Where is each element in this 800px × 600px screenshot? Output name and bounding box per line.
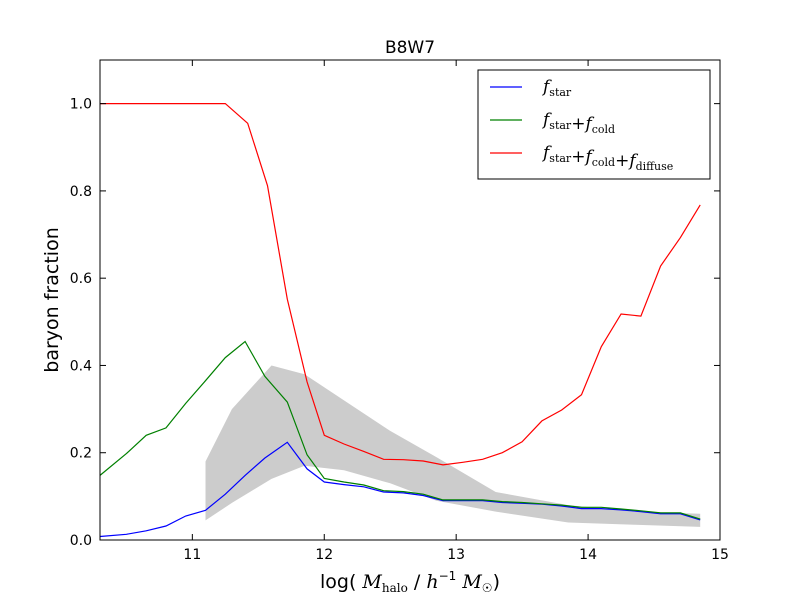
chart-title: B8W7 — [385, 38, 435, 58]
plot-area — [99, 103, 701, 538]
scatter-band — [205, 365, 701, 527]
x-axis-label-m2: M — [461, 571, 482, 593]
x-axis-label-h: h — [426, 571, 438, 593]
x-tick-label: 13 — [447, 547, 465, 563]
y-tick-label: 0.4 — [70, 358, 92, 374]
x-tick-label: 11 — [183, 547, 201, 563]
series-line-cold — [99, 340, 701, 520]
x-axis-label-prefix: log( — [320, 571, 362, 593]
y-tick-label: 0.8 — [70, 184, 92, 200]
x-axis-label: log( Mhalo / h−1 M☉) — [320, 569, 500, 595]
series-line-star — [99, 441, 701, 538]
legend-label-cold: fstar+fcold — [541, 110, 615, 136]
x-axis-label-sep: / — [408, 571, 426, 593]
x-axis-label-h-sup: −1 — [439, 569, 457, 583]
y-tick-label: 1.0 — [70, 97, 92, 113]
x-tick-label: 15 — [711, 547, 729, 563]
x-axis-label-suffix: ) — [493, 571, 500, 593]
legend-box — [477, 69, 711, 180]
y-axis-label: baryon fraction — [41, 227, 63, 372]
x-tick-label: 12 — [315, 547, 333, 563]
plot-frame — [99, 59, 721, 541]
x-axis-label-m1: M — [361, 571, 382, 593]
legend-label-diffuse: fstar+fcold+fdiffuse — [541, 143, 673, 173]
y-tick-label: 0.2 — [70, 446, 92, 462]
x-tick-label: 14 — [579, 547, 597, 563]
x-axis-label-m1-sub: halo — [382, 581, 408, 595]
series-line-diffuse — [100, 103, 701, 466]
legend-label-star: fstar — [541, 77, 572, 99]
y-tick-label: 0.6 — [70, 271, 92, 287]
x-axis-label-m2-sub: ☉ — [482, 581, 493, 595]
y-tick-label: 0.0 — [70, 533, 92, 549]
legend: fstar fstar+fcold fstar+fcold+fdiffuse — [477, 69, 711, 180]
